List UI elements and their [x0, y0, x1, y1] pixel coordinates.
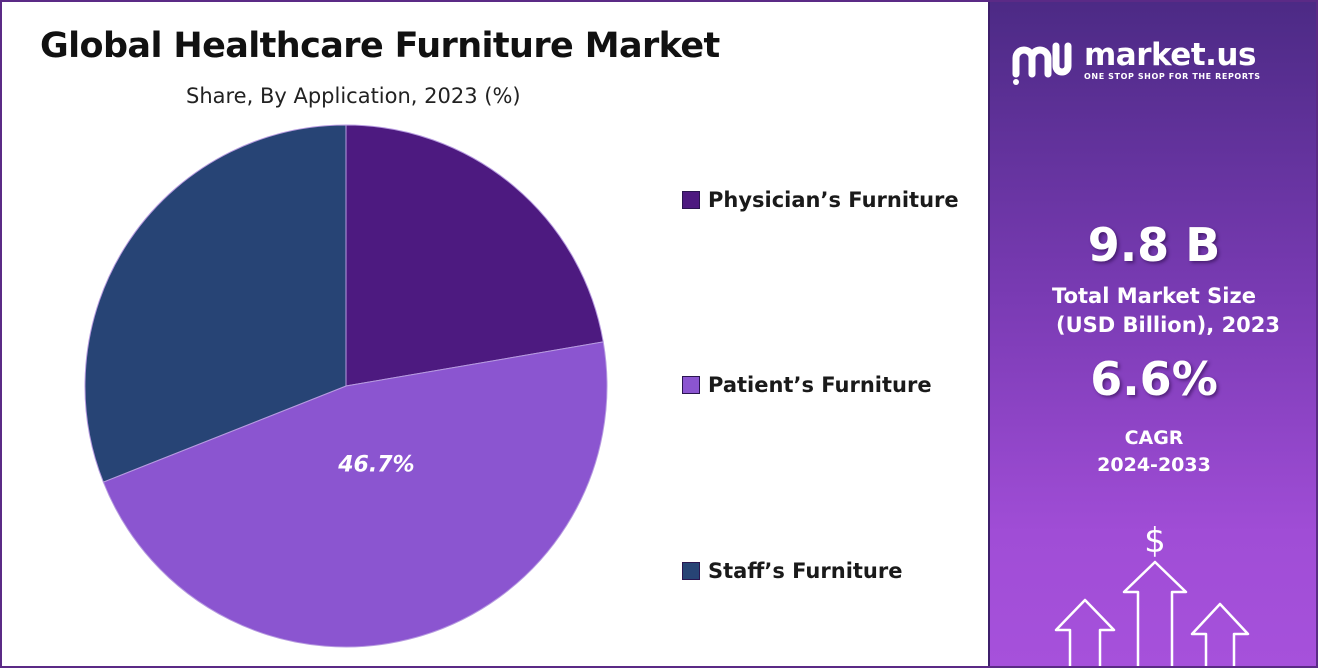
- legend-label: Staff’s Furniture: [708, 559, 903, 583]
- growth-arrows-icon: $: [1054, 521, 1250, 666]
- legend-label: Physician’s Furniture: [708, 188, 959, 212]
- market-size-label: Total Market Size: [1052, 284, 1256, 308]
- cagr-period-label: 2024-2033: [1097, 454, 1211, 476]
- legend-item-staffs-furniture: Staff’s Furniture: [682, 559, 902, 583]
- cagr-label: CAGR: [1124, 427, 1184, 449]
- dollar-sign-icon: $: [1144, 521, 1166, 561]
- chart-title: Global Healthcare Furniture Market: [40, 26, 720, 66]
- pie-slice-physician-s-furniture: [345, 124, 604, 387]
- legend-label: Patient’s Furniture: [708, 373, 932, 397]
- cagr-value: 6.6%: [1090, 352, 1218, 406]
- market-size-unit-label: (USD Billion), 2023: [1055, 313, 1281, 337]
- market-us-logo-icon: [1012, 42, 1072, 85]
- chart-subtitle: Share, By Application, 2023 (%): [186, 84, 521, 108]
- legend-swatch: [682, 376, 700, 394]
- pie-chart: 46.7%: [84, 124, 608, 648]
- brand-name: market.us: [1084, 37, 1256, 73]
- market-summary-panel: market.us ONE STOP SHOP FOR THE REPORTS …: [988, 2, 1316, 666]
- legend-swatch: [682, 562, 700, 580]
- legend-swatch: [682, 191, 700, 209]
- brand-tagline: ONE STOP SHOP FOR THE REPORTS: [1084, 72, 1261, 81]
- legend-item-patients-furniture: Patient’s Furniture: [682, 373, 932, 397]
- market-us-logo: market.us ONE STOP SHOP FOR THE REPORTS: [1010, 38, 1261, 86]
- pie-data-label: 46.7%: [337, 453, 414, 478]
- pie-slice-patient-s-furniture: [102, 341, 608, 648]
- chart-area: Global Healthcare Furniture Market Share…: [2, 2, 986, 666]
- legend-item-physicians-furniture: Physician’s Furniture: [682, 188, 959, 212]
- pie-slice-staff-s-furniture: [84, 124, 347, 483]
- market-size-value: 9.8 B: [1087, 218, 1221, 272]
